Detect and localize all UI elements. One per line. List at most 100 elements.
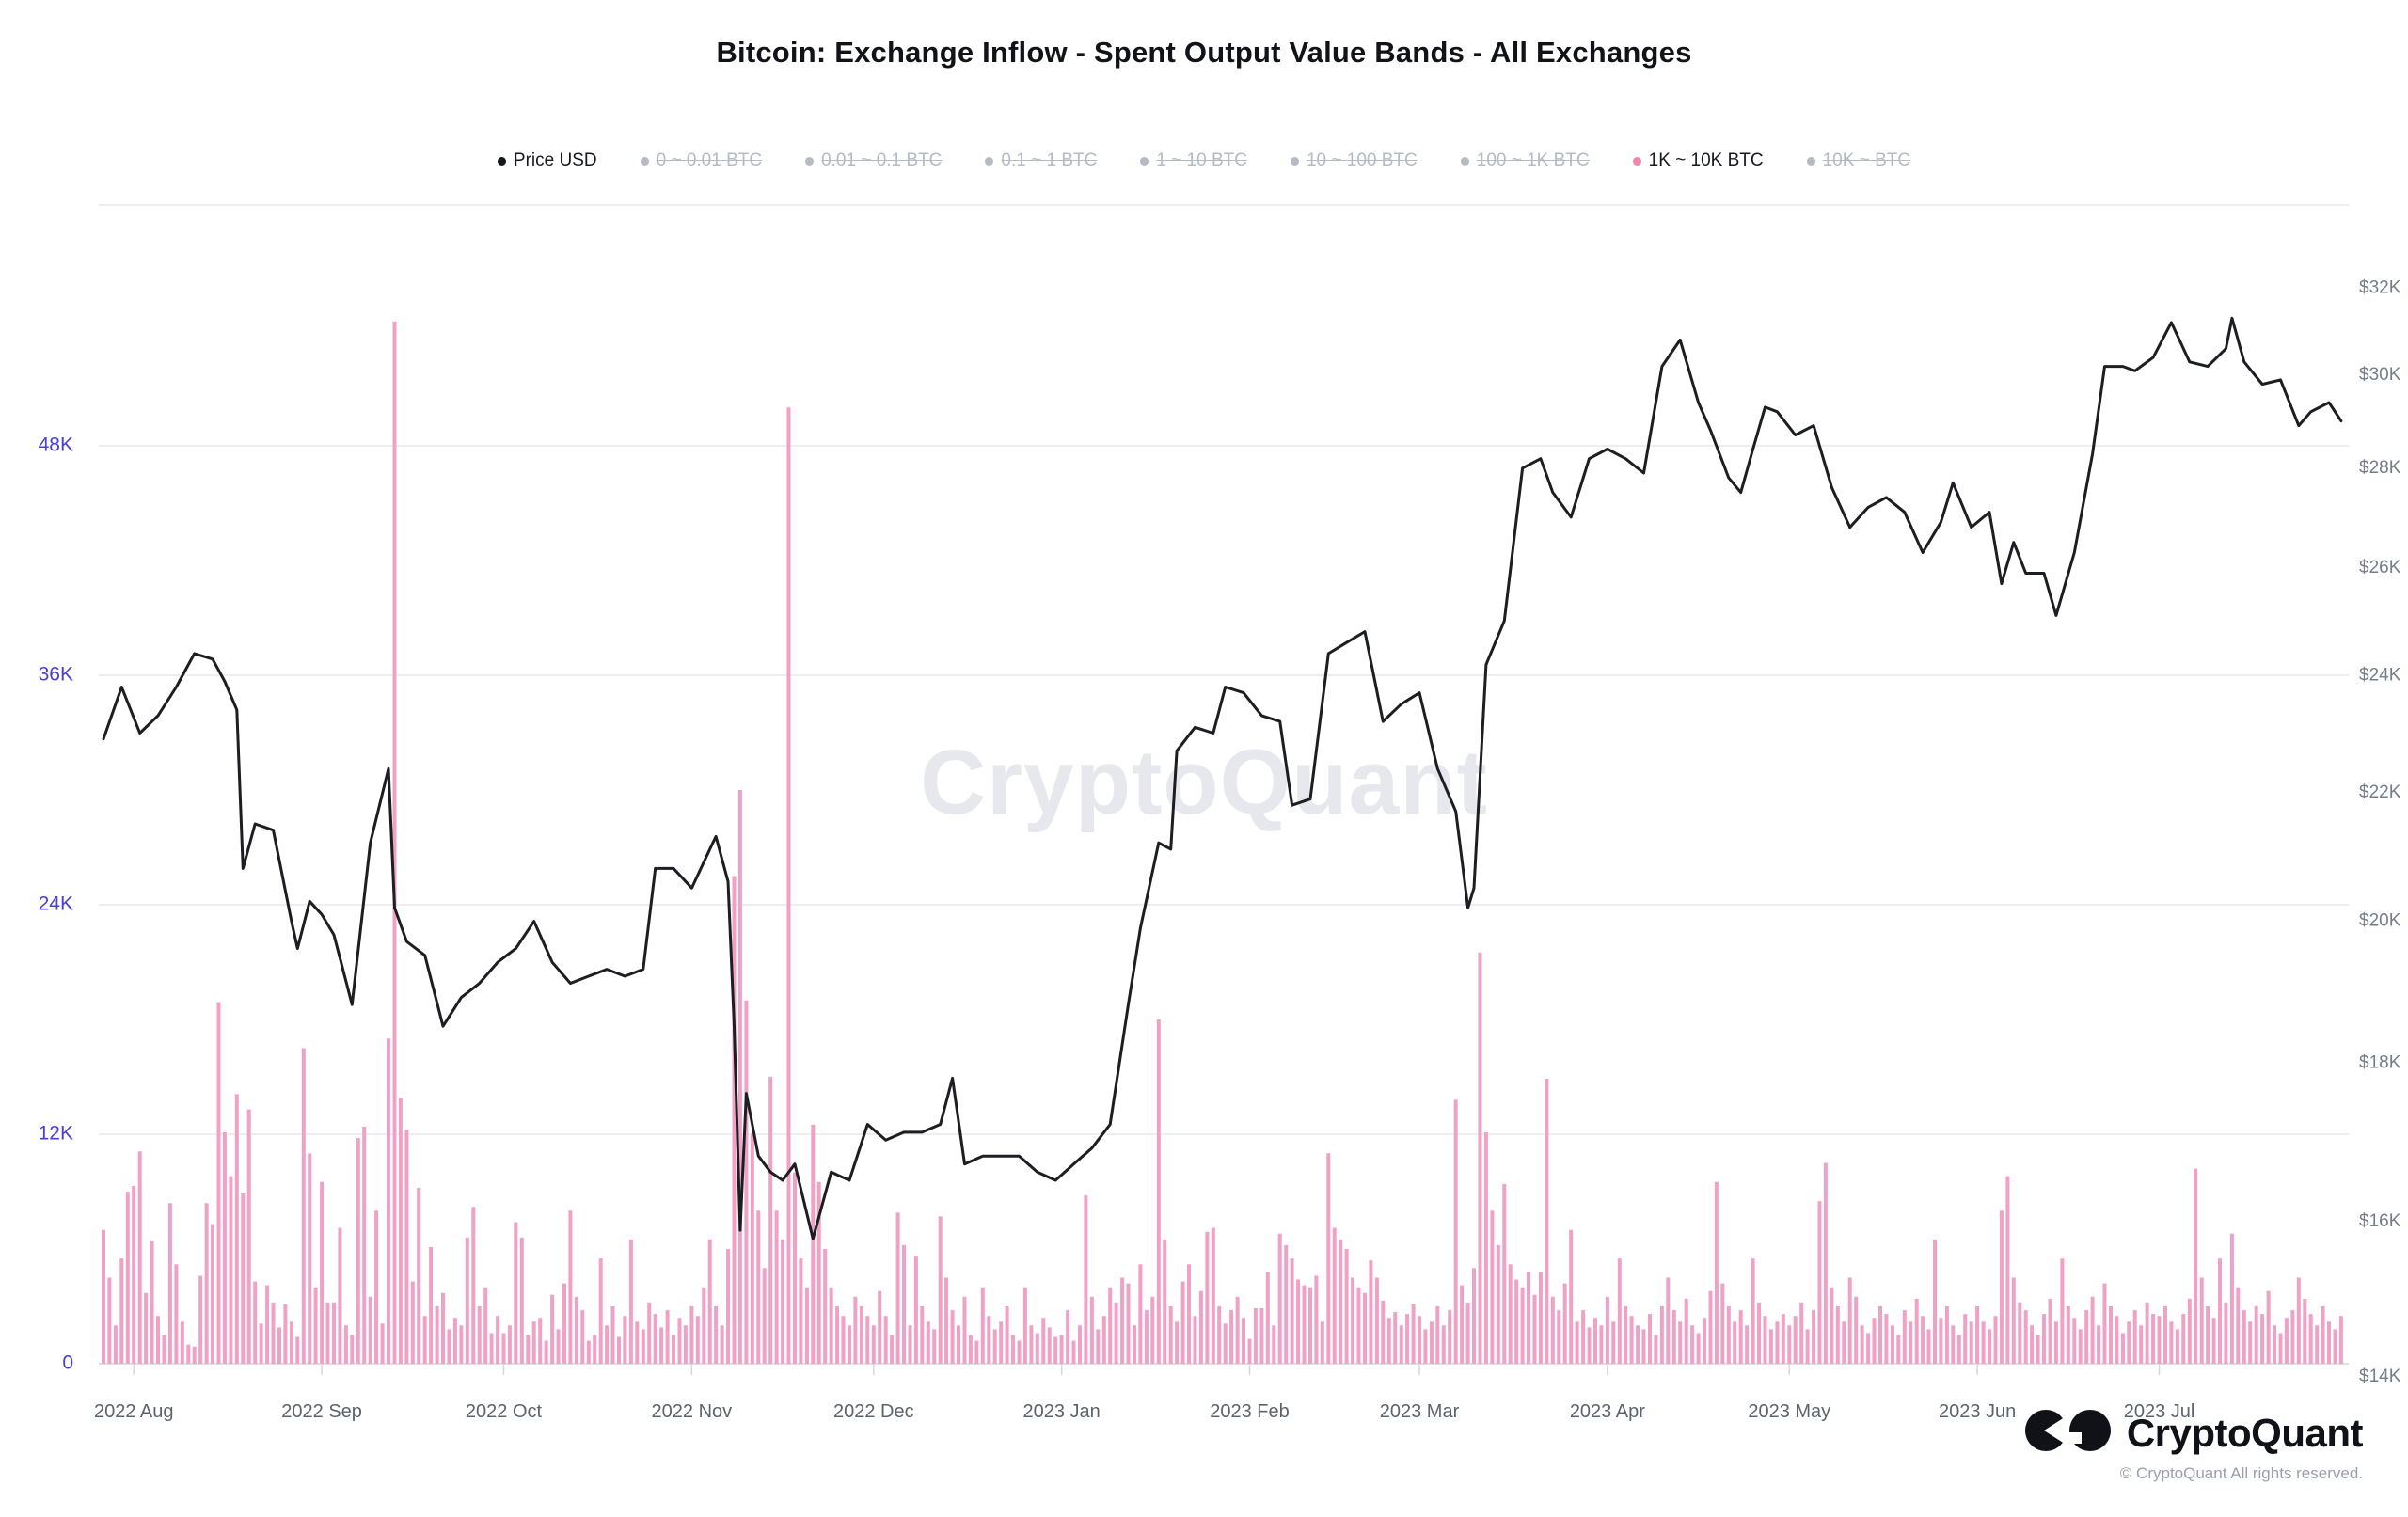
inflow-bar [2224, 1302, 2228, 1364]
inflow-bar [848, 1325, 851, 1364]
inflow-bar [2303, 1298, 2307, 1364]
inflow-bar [1114, 1302, 1118, 1364]
inflow-bar [550, 1294, 555, 1364]
inflow-bar [598, 1258, 603, 1364]
legend-label: 0.01 ~ 0.1 BTC [821, 150, 943, 170]
inflow-bar [835, 1306, 840, 1364]
x-axis-label: 2023 Jun [1939, 1401, 2016, 1422]
inflow-bar [113, 1325, 118, 1364]
legend-item-10-100-btc[interactable]: 10 ~ 100 BTC [1290, 150, 1418, 171]
inflow-bar [1017, 1340, 1022, 1364]
inflow-bar [1738, 1310, 1743, 1364]
inflow-bar [1399, 1325, 1403, 1364]
inflow-bar [938, 1216, 943, 1364]
x-axis-label: 2022 Aug [94, 1401, 174, 1422]
legend-dot-icon [1290, 156, 1299, 166]
legend-item-1-10-btc[interactable]: 1 ~ 10 BTC [1140, 150, 1247, 171]
inflow-bar [2327, 1321, 2331, 1364]
inflow-bar [1532, 1294, 1537, 1364]
inflow-bar [1830, 1287, 1834, 1364]
price-usd-line [102, 316, 2343, 1240]
inflow-bar [1684, 1298, 1688, 1364]
inflow-bar [1587, 1327, 1592, 1364]
left-axis-label: 48K [39, 435, 73, 456]
inflow-bar [774, 1210, 779, 1364]
inflow-bar [1988, 1329, 1991, 1364]
right-axis-label: $16K [2359, 1211, 2401, 1231]
inflow-bar [2169, 1321, 2174, 1364]
legend-item-100-1k-btc[interactable]: 100 ~ 1K BTC [1460, 150, 1590, 171]
inflow-bar [1011, 1335, 1015, 1364]
inflow-bar [192, 1346, 197, 1364]
inflow-bar [1708, 1290, 1713, 1364]
inflow-bar [1363, 1292, 1367, 1364]
inflow-bar [653, 1314, 657, 1364]
inflow-bar [2005, 1176, 2010, 1364]
inflow-bar [429, 1247, 434, 1364]
inflow-bar [811, 1124, 816, 1364]
x-axis-label: 2023 Jul [2124, 1401, 2195, 1422]
legend-item-10k-btc[interactable]: 10K ~ BTC [1806, 150, 1910, 171]
inflow-bar [890, 1335, 895, 1364]
legend-dot-icon [1460, 156, 1469, 166]
inflow-bar [538, 1318, 543, 1364]
inflow-bar [2097, 1325, 2101, 1364]
legend-item-0-01-0-1-btc[interactable]: 0.01 ~ 0.1 BTC [805, 150, 942, 171]
inflow-bar [1696, 1333, 1701, 1364]
inflow-bar [1217, 1306, 1222, 1364]
inflow-bar [1575, 1321, 1579, 1364]
legend-item-1k-10k-btc[interactable]: 1K ~ 10K BTC [1632, 150, 1764, 171]
inflow-bar [332, 1302, 336, 1364]
inflow-bar [1527, 1272, 1530, 1364]
inflow-bar [1108, 1287, 1113, 1364]
inflow-bar [580, 1310, 585, 1364]
inflow-bar [1981, 1321, 1986, 1364]
cryptoquant-brand-text: CryptoQuant [2126, 1410, 2364, 1455]
inflow-bar [222, 1132, 227, 1364]
inflow-bar [1041, 1318, 1046, 1364]
inflow-bar [2284, 1318, 2289, 1364]
inflow-bar [610, 1306, 615, 1364]
inflow-bar [1478, 952, 1482, 1364]
legend-item-0-0-01-btc[interactable]: 0 ~ 0.01 BTC [640, 150, 762, 171]
inflow-bar [980, 1287, 985, 1364]
inflow-bar [2023, 1310, 2028, 1364]
legend-item-0-1-1-btc[interactable]: 0.1 ~ 1 BTC [985, 150, 1097, 171]
inflow-bar [1490, 1210, 1495, 1364]
inflow-bar [1096, 1329, 1101, 1364]
inflow-bar [853, 1296, 858, 1364]
inflow-bar [744, 1000, 749, 1364]
inflow-bar [2048, 1298, 2052, 1364]
legend-item-price-usd[interactable]: Price USD [497, 150, 597, 171]
inflow-bar [253, 1281, 258, 1364]
inflow-bar [920, 1306, 925, 1364]
inflow-bar [2211, 1318, 2216, 1364]
right-axis-label: $14K [2359, 1367, 2401, 1386]
inflow-bar [2248, 1321, 2253, 1364]
inflow-bar [1805, 1329, 1810, 1364]
inflow-bar [902, 1244, 906, 1364]
inflow-bar [1641, 1329, 1646, 1364]
inflow-bar [1235, 1296, 1240, 1364]
inflow-bar [1720, 1283, 1725, 1364]
inflow-bar [1029, 1325, 1034, 1364]
inflow-bar [422, 1316, 427, 1364]
left-axis-label: 0 [62, 1352, 73, 1374]
inflow-bar [308, 1153, 312, 1364]
inflow-bar [2157, 1316, 2162, 1364]
inflow-bar [1921, 1316, 1925, 1364]
x-axis-label: 2022 Nov [652, 1401, 733, 1422]
inflow-bar [2066, 1306, 2070, 1364]
right-axis-label: $30K [2359, 365, 2401, 385]
inflow-bar [119, 1258, 124, 1364]
inflow-bar [259, 1323, 263, 1364]
legend-label: Price USD [513, 150, 597, 170]
cryptoquant-logo-icon [2023, 1407, 2114, 1459]
inflow-bar [1842, 1321, 1846, 1364]
inflow-bar [1229, 1310, 1234, 1364]
legend-dot-icon [1140, 156, 1149, 166]
inflow-bar [1581, 1310, 1586, 1364]
x-axis-label: 2023 Jan [1022, 1401, 1100, 1422]
inflow-bar [1690, 1325, 1695, 1364]
